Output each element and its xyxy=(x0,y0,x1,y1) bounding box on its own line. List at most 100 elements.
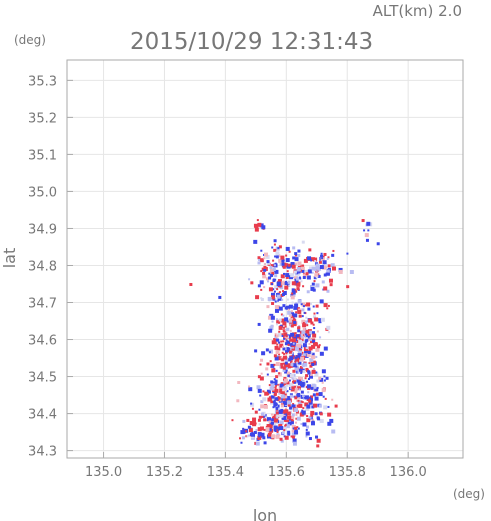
echo-point xyxy=(245,430,248,433)
echo-point xyxy=(314,396,319,401)
echo-point xyxy=(285,335,288,338)
echo-point xyxy=(270,413,273,416)
echo-point xyxy=(290,310,293,313)
echo-point xyxy=(303,273,308,278)
echo-point xyxy=(258,415,262,419)
echo-point xyxy=(301,401,304,404)
echo-point xyxy=(247,425,251,429)
echo-point xyxy=(289,275,294,280)
echo-point xyxy=(257,256,261,260)
echo-point xyxy=(301,240,305,244)
echo-point xyxy=(292,256,296,260)
echo-point xyxy=(249,421,254,426)
echo-point xyxy=(296,416,301,421)
echo-point xyxy=(319,336,322,339)
echo-point xyxy=(298,397,301,400)
echo-point xyxy=(262,390,265,393)
echo-point xyxy=(287,365,291,369)
echo-point xyxy=(278,408,281,411)
echo-point xyxy=(313,342,318,347)
echo-point xyxy=(282,321,287,326)
echo-point xyxy=(257,284,261,288)
echo-point xyxy=(319,351,324,356)
echo-point xyxy=(245,435,248,438)
echo-point xyxy=(321,381,324,384)
echo-point xyxy=(289,394,293,398)
echo-point xyxy=(318,404,322,408)
echo-point xyxy=(300,371,303,374)
echo-point xyxy=(323,273,327,277)
echo-point xyxy=(258,408,261,411)
y-tick-label: 34.7 xyxy=(28,297,57,312)
echo-point xyxy=(304,304,307,307)
echo-point xyxy=(271,301,275,305)
echo-point xyxy=(293,313,298,318)
echo-point xyxy=(283,386,286,389)
echo-point xyxy=(284,395,288,399)
echo-point xyxy=(314,317,319,322)
echo-point xyxy=(311,369,316,374)
echo-point xyxy=(307,350,311,354)
echo-point xyxy=(278,245,282,249)
echo-point xyxy=(289,361,292,364)
echo-point xyxy=(258,258,261,261)
echo-point xyxy=(286,340,291,345)
echo-point xyxy=(294,257,299,262)
echo-point xyxy=(298,339,303,344)
echo-point xyxy=(287,343,290,346)
echo-point xyxy=(318,260,322,264)
echo-point xyxy=(240,430,245,435)
echo-point xyxy=(285,275,289,279)
echo-point xyxy=(305,386,308,389)
echo-point xyxy=(284,340,287,343)
y-tick-label: 34.9 xyxy=(28,222,57,237)
echo-point xyxy=(329,418,334,423)
echo-point xyxy=(294,356,297,359)
echo-point xyxy=(304,395,309,400)
echo-point xyxy=(310,259,313,262)
echo-point xyxy=(309,398,313,402)
echo-point xyxy=(290,356,293,359)
echo-point xyxy=(270,363,275,368)
echo-point xyxy=(306,324,309,327)
echo-point xyxy=(293,385,298,390)
echo-point xyxy=(304,353,309,358)
echo-point xyxy=(259,258,264,263)
echo-point xyxy=(282,362,285,365)
echo-point xyxy=(297,392,301,396)
echo-point xyxy=(291,416,295,420)
echo-point xyxy=(257,261,261,265)
echo-point xyxy=(292,246,296,250)
echo-point xyxy=(323,379,326,382)
echo-point xyxy=(276,281,281,286)
echo-point xyxy=(293,305,298,310)
echo-point xyxy=(281,358,285,362)
echo-point xyxy=(300,264,305,269)
echo-point xyxy=(275,323,278,326)
echo-point xyxy=(297,400,302,405)
echo-point xyxy=(313,403,318,408)
echo-point xyxy=(307,377,310,380)
echo-point xyxy=(250,402,253,405)
echo-point xyxy=(308,362,311,365)
echo-point xyxy=(315,283,320,288)
echo-point xyxy=(272,279,276,283)
echo-point xyxy=(294,303,299,308)
echo-point xyxy=(304,269,307,272)
echo-point xyxy=(288,320,293,325)
echo-point xyxy=(308,415,312,419)
plot-frame xyxy=(66,59,464,459)
echo-point xyxy=(311,355,316,360)
echo-point xyxy=(288,304,293,309)
echo-point xyxy=(296,276,299,279)
echo-point xyxy=(276,294,281,299)
echo-point xyxy=(322,260,327,265)
echo-point xyxy=(298,325,301,328)
echo-point xyxy=(327,405,330,408)
echo-point xyxy=(267,280,270,283)
echo-point xyxy=(291,432,296,437)
echo-point xyxy=(294,408,299,413)
echo-point xyxy=(301,344,304,347)
echo-point xyxy=(297,369,301,373)
echo-point xyxy=(297,326,301,330)
